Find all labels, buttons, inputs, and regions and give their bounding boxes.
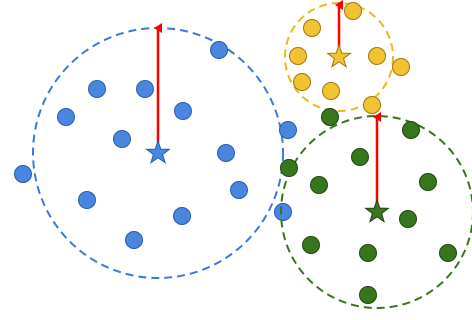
cluster-green-point (280, 159, 298, 177)
cluster-green-point (359, 244, 377, 262)
cluster-yellow-point (368, 47, 386, 65)
cluster-blue-point (125, 231, 143, 249)
cluster-yellow (284, 0, 410, 114)
cluster-blue-point (230, 181, 248, 199)
cluster-blue-point (174, 102, 192, 120)
cluster-green-point (419, 173, 437, 191)
cluster-blue-point (279, 121, 297, 139)
cluster-blue (14, 23, 297, 279)
cluster-yellow-star-icon (326, 43, 352, 68)
cluster-green-point (321, 108, 339, 126)
cluster-blue-point (88, 80, 106, 98)
cluster-green-point (399, 210, 417, 228)
cluster-green (280, 108, 472, 309)
cluster-yellow-point (322, 82, 340, 100)
cluster-green-point (359, 286, 377, 304)
cluster-green-boundary (280, 115, 472, 309)
cluster-blue-point (14, 165, 32, 183)
cluster-green-star-icon (364, 198, 390, 223)
cluster-green-point (402, 121, 420, 139)
cluster-blue-point (173, 207, 191, 225)
cluster-yellow-point (392, 58, 410, 76)
cluster-green-point (439, 244, 457, 262)
cluster-blue-point (210, 41, 228, 59)
cluster-blue-point (136, 80, 154, 98)
cluster-yellow-point (289, 47, 307, 65)
cluster-yellow-point (363, 96, 381, 114)
cluster-green-point (310, 176, 328, 194)
cluster-green-point (351, 148, 369, 166)
cluster-blue-star-icon (145, 139, 171, 164)
cluster-yellow-point (303, 19, 321, 37)
cluster-yellow-point (293, 73, 311, 91)
cluster-blue-point (274, 203, 292, 221)
cluster-blue-point (57, 108, 75, 126)
cluster-blue-point (78, 191, 96, 209)
cluster-blue-point (217, 144, 235, 162)
cluster-green-point (302, 236, 320, 254)
cluster-blue-point (113, 130, 131, 148)
cluster-yellow-point (344, 2, 362, 20)
